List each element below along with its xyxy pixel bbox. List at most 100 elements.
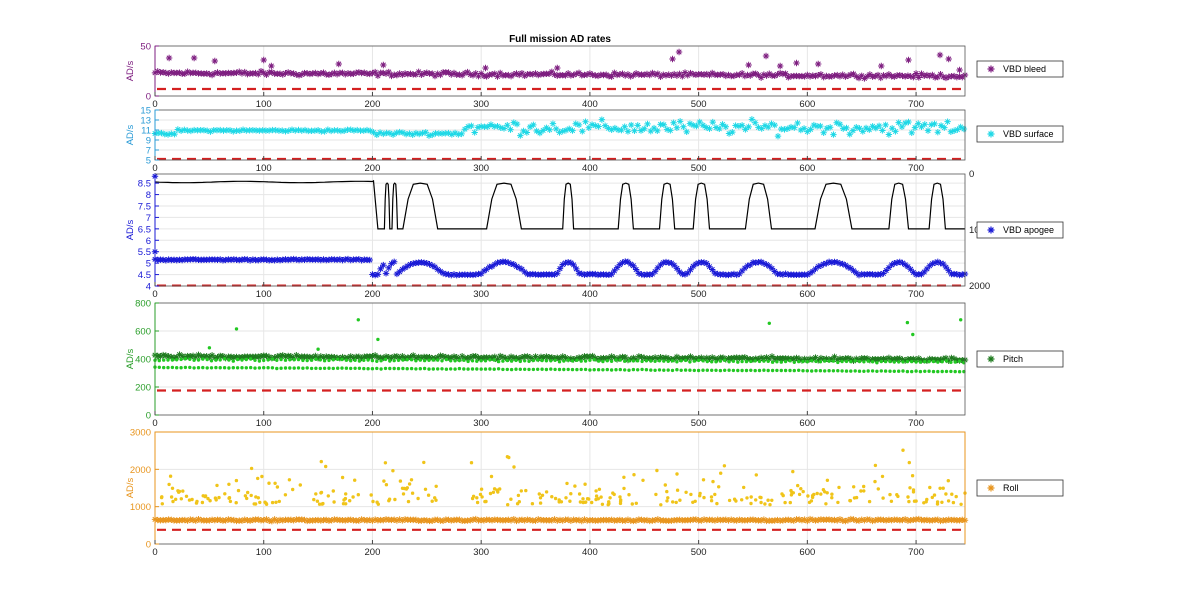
data-point bbox=[789, 488, 793, 493]
data-point bbox=[466, 367, 470, 371]
data-point bbox=[744, 359, 749, 364]
plot-area bbox=[155, 46, 965, 96]
y-tick-label: 400 bbox=[135, 355, 151, 366]
data-point bbox=[612, 492, 616, 497]
data-point bbox=[160, 495, 164, 499]
y-tick-label: 5.5 bbox=[138, 247, 151, 258]
data-point bbox=[940, 360, 944, 364]
data-point bbox=[214, 498, 218, 502]
data-point bbox=[873, 463, 878, 468]
data-point bbox=[254, 495, 258, 499]
data-point bbox=[309, 358, 314, 362]
data-point bbox=[801, 359, 805, 364]
data-point bbox=[789, 493, 794, 497]
data-point bbox=[471, 494, 476, 498]
data-point bbox=[663, 483, 667, 487]
data-point bbox=[326, 494, 330, 498]
data-point bbox=[770, 498, 774, 502]
data-point bbox=[349, 366, 353, 371]
data-point bbox=[859, 489, 863, 493]
data-point bbox=[896, 494, 900, 499]
data-point bbox=[759, 500, 763, 505]
data-point bbox=[231, 359, 235, 363]
data-point bbox=[200, 500, 205, 505]
data-point bbox=[954, 494, 958, 499]
x-tick-label: 500 bbox=[691, 547, 707, 558]
data-point bbox=[731, 368, 736, 373]
data-point bbox=[168, 474, 173, 478]
data-point bbox=[823, 359, 827, 363]
data-point bbox=[405, 367, 409, 371]
data-point bbox=[475, 500, 480, 505]
data-point bbox=[575, 358, 579, 362]
data-point bbox=[618, 358, 622, 362]
y-axis-label: AD/s bbox=[125, 60, 136, 81]
data-point bbox=[762, 359, 766, 363]
data-point bbox=[745, 496, 749, 500]
data-point bbox=[749, 359, 753, 364]
data-point bbox=[605, 367, 609, 372]
data-point bbox=[267, 481, 271, 485]
data-point bbox=[740, 359, 744, 364]
data-point bbox=[950, 492, 954, 496]
data-point bbox=[911, 490, 916, 494]
data-point bbox=[775, 368, 779, 373]
data-point bbox=[779, 360, 783, 364]
data-point bbox=[388, 366, 392, 371]
data-point bbox=[702, 495, 706, 500]
data-point bbox=[792, 368, 796, 373]
data-point bbox=[475, 496, 479, 500]
data-point bbox=[288, 358, 292, 362]
x-tick-label: 400 bbox=[582, 99, 598, 110]
data-point bbox=[852, 485, 856, 489]
x-tick-label: 400 bbox=[582, 289, 598, 300]
data-point bbox=[749, 368, 753, 372]
data-point bbox=[627, 359, 631, 363]
data-point bbox=[938, 486, 942, 490]
data-point bbox=[935, 502, 940, 506]
data-point bbox=[496, 359, 501, 364]
data-point bbox=[162, 358, 166, 362]
data-point bbox=[279, 357, 283, 362]
data-point bbox=[659, 503, 663, 507]
data-point bbox=[243, 494, 248, 498]
data-point bbox=[594, 497, 598, 502]
data-point bbox=[944, 369, 949, 374]
data-point bbox=[406, 499, 411, 504]
data-point bbox=[375, 500, 379, 504]
data-point bbox=[188, 357, 192, 361]
data-point bbox=[766, 498, 770, 502]
data-point bbox=[666, 359, 670, 363]
data-point bbox=[714, 360, 718, 364]
data-point bbox=[715, 501, 719, 506]
data-point bbox=[678, 498, 682, 502]
x-tick-label: 0 bbox=[152, 289, 157, 300]
data-point bbox=[653, 359, 657, 363]
data-point bbox=[757, 359, 762, 364]
data-point bbox=[190, 497, 194, 502]
data-point bbox=[627, 493, 631, 497]
data-point bbox=[810, 359, 814, 363]
data-point bbox=[801, 489, 805, 494]
data-point bbox=[291, 487, 295, 492]
data-point bbox=[353, 358, 357, 362]
data-point bbox=[466, 359, 470, 364]
data-point bbox=[179, 357, 183, 362]
data-point bbox=[674, 500, 678, 505]
data-point bbox=[392, 358, 396, 363]
data-point bbox=[453, 359, 457, 363]
data-point bbox=[405, 358, 409, 362]
data-point bbox=[830, 496, 834, 500]
y-tick-label: 13 bbox=[140, 116, 151, 127]
data-point bbox=[944, 359, 949, 363]
data-point bbox=[914, 499, 918, 503]
data-point bbox=[562, 359, 566, 363]
data-point bbox=[788, 368, 792, 373]
data-point bbox=[914, 360, 918, 364]
data-point bbox=[744, 368, 749, 373]
data-point bbox=[653, 368, 657, 372]
data-point bbox=[767, 321, 771, 325]
data-point bbox=[218, 366, 222, 370]
data-point bbox=[540, 367, 544, 371]
data-point bbox=[257, 366, 262, 370]
